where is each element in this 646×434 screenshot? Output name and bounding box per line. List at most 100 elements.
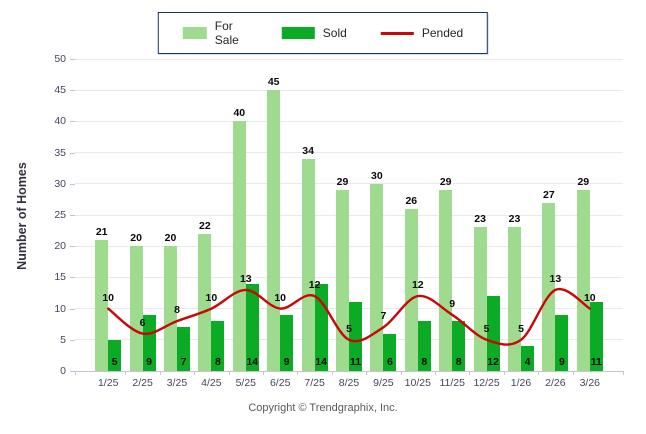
x-tick-mark <box>572 371 574 375</box>
x-tick-label: 10/25 <box>404 377 431 389</box>
gridline <box>75 183 623 185</box>
bar-sold <box>589 302 603 371</box>
bar-sold <box>486 296 500 371</box>
sold-swatch-icon <box>281 27 315 39</box>
x-tick-label: 6/25 <box>269 377 291 389</box>
bar-for-sale <box>336 190 349 371</box>
x-tick-label: 7/25 <box>304 377 325 389</box>
bar-sold <box>521 346 534 371</box>
y-tick-mark <box>70 152 75 154</box>
x-tick-label: 5/25 <box>235 377 257 389</box>
x-tick-mark <box>194 371 196 375</box>
legend-label-pended: Pended <box>421 26 464 40</box>
for-sale-value-label: 23 <box>474 213 486 226</box>
for-sale-value-label: 30 <box>371 169 383 182</box>
sold-value-label: 8 <box>214 356 221 368</box>
bar-for-sale <box>267 90 281 371</box>
bar-for-sale <box>508 227 521 371</box>
bar-for-sale <box>404 208 418 371</box>
for-sale-value-label: 26 <box>405 194 418 207</box>
x-tick-mark <box>623 371 624 375</box>
x-tick-label: 8/25 <box>338 377 360 389</box>
bar-for-sale <box>576 190 590 371</box>
for-sale-value-label: 27 <box>543 188 555 201</box>
x-tick-label: 1/26 <box>510 377 532 389</box>
bar-for-sale <box>542 202 556 371</box>
gridline <box>75 214 623 216</box>
sold-value-label: 12 <box>487 356 499 368</box>
for-sale-value-label: 29 <box>439 176 452 189</box>
for-sale-value-label: 21 <box>95 225 108 238</box>
legend-label-sold: Sold <box>322 26 347 40</box>
x-tick-mark <box>228 371 230 375</box>
for-sale-swatch-icon <box>182 27 207 39</box>
pended-line <box>107 287 591 346</box>
x-tick-mark <box>469 371 471 375</box>
plot-area: 21 5 10 20 9 6 20 7 8 22 8 10 40 14 13 45 9 10 34 14 12 29 11 5… <box>75 58 623 372</box>
x-tick-mark <box>400 371 402 375</box>
pended-value-label: 10 <box>274 291 287 304</box>
legend: For Sale Sold Pended <box>157 12 489 54</box>
y-tick-label: 40 <box>54 115 66 128</box>
sold-value-label: 8 <box>455 356 462 368</box>
bar-for-sale <box>95 239 109 371</box>
copyright-text: Copyright © Trendgraphix, Inc. <box>248 402 398 414</box>
for-sale-value-label: 20 <box>164 232 177 245</box>
x-tick-label: 4/25 <box>201 377 222 389</box>
pended-line-path <box>107 287 591 346</box>
gridline <box>75 58 623 60</box>
pended-value-label: 5 <box>483 322 490 335</box>
x-tick-mark <box>159 371 161 375</box>
bar-sold <box>280 314 294 371</box>
y-tick-mark <box>70 59 75 60</box>
legend-item-sold: Sold <box>281 26 347 40</box>
x-tick-mark <box>75 371 76 375</box>
x-tick-mark <box>503 371 505 375</box>
legend-item-for-sale: For Sale <box>182 19 248 47</box>
pended-line-swatch-icon <box>380 31 414 35</box>
y-tick-label: 15 <box>54 271 66 284</box>
sold-value-label: 14 <box>246 356 259 368</box>
pended-value-label: 12 <box>308 279 321 292</box>
y-tick-mark <box>70 308 75 310</box>
legend-label-for-sale: For Sale <box>214 19 239 47</box>
sold-value-label: 7 <box>180 356 187 368</box>
x-tick-mark <box>435 371 436 375</box>
pended-value-label: 8 <box>174 304 180 317</box>
y-tick-label: 0 <box>60 365 66 377</box>
x-tick-mark <box>331 371 333 375</box>
bar-sold <box>245 283 259 371</box>
for-sale-value-label: 22 <box>199 219 211 232</box>
pended-value-label: 9 <box>449 297 456 310</box>
sold-value-label: 14 <box>315 356 327 368</box>
sold-value-label: 4 <box>524 356 531 368</box>
bar-for-sale <box>439 190 453 371</box>
y-tick-label: 45 <box>54 84 66 97</box>
for-sale-value-label: 20 <box>130 232 142 245</box>
y-tick-label: 20 <box>54 240 66 253</box>
pended-value-label: 5 <box>518 322 524 335</box>
legend-item-pended: Pended <box>380 26 464 40</box>
y-tick-mark <box>70 339 75 341</box>
sold-value-label: 6 <box>386 356 393 368</box>
sold-value-label: 9 <box>558 356 565 368</box>
y-tick-label: 30 <box>54 177 66 190</box>
pended-value-label: 6 <box>139 316 146 329</box>
for-sale-value-label: 29 <box>336 176 349 189</box>
bar-sold <box>417 321 431 371</box>
pended-value-label: 10 <box>205 291 218 304</box>
for-sale-value-label: 23 <box>508 213 521 226</box>
x-tick-mark <box>366 371 368 375</box>
x-tick-mark <box>297 371 299 375</box>
y-tick-mark <box>70 246 75 248</box>
gridline <box>75 120 623 122</box>
y-tick-mark <box>70 121 75 123</box>
y-tick-label: 50 <box>54 53 66 65</box>
bar-sold <box>108 339 122 371</box>
bar-sold <box>555 314 569 371</box>
gridline <box>75 245 623 247</box>
sold-value-label: 5 <box>111 356 118 368</box>
y-tick-mark <box>70 215 75 216</box>
y-tick-label: 10 <box>54 302 66 315</box>
y-tick-label: 35 <box>54 146 66 159</box>
